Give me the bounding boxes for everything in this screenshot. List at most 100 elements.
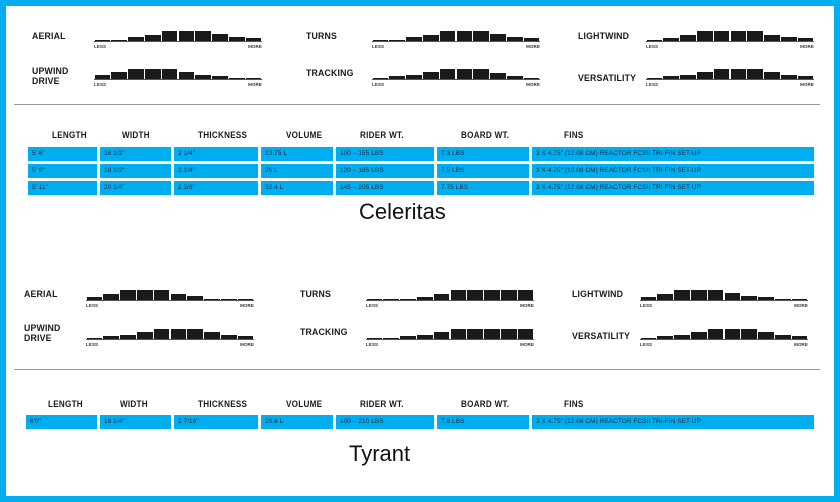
meter-bar [221,334,237,339]
rating-label: AERIAL [32,31,66,42]
meter-baseline [646,41,814,42]
meter-bar [389,39,405,41]
meter-bar [501,289,517,300]
meter-bar [450,328,467,339]
meter-bar [221,298,237,300]
meter-bar [467,328,483,339]
scale-more-label: MORE [526,82,540,87]
meter-bar [103,294,119,300]
rating-label: VERSATILITY [578,73,637,84]
header-width: WIDTH [120,399,148,409]
meter-bar [758,331,774,339]
scale-less-label: LESS [646,82,659,87]
rating-label: TURNS [306,31,338,42]
header-fins: FINS [564,130,584,140]
meter-bar [153,328,170,339]
rating-label: TRACKING [300,327,348,338]
meter-bar [229,77,245,79]
scale-more-label: MORE [794,303,808,308]
meter-baseline [640,339,808,340]
meter-bar [724,328,741,339]
meter-bar [366,337,383,339]
meter-bar [657,294,673,300]
meter-bar [484,328,500,339]
meter-bar [389,76,405,79]
table-cell: 5' 6" [28,147,97,161]
section-divider [14,369,820,370]
rating-label: LIGHTWIND [572,289,624,300]
table-cell: 100 – 155 LBS [336,147,434,161]
meter-bar [791,336,808,339]
rating-meter: LESS MORE [86,277,254,309]
meter-bar [111,71,127,79]
table-cell: 26.6 L [261,415,333,429]
table-cell: 120 – 185 LBS [336,164,434,178]
table-cell: 7.5 LBS [437,164,529,178]
meter-bar [507,76,523,79]
table-cell: 3 X 4.75" (12.08 CM) REACTOR FCSII TRI-F… [532,181,814,195]
meter-bar [517,328,534,339]
table-cell: 23.75 L [261,147,333,161]
meter-bar [439,30,456,41]
meter-bar [145,68,161,79]
meter-bar [212,76,228,79]
rating-meter: LESS MORE [372,18,540,50]
meter-bar [741,328,757,339]
meter-bar [713,30,730,41]
meter-bar [646,39,663,41]
meter-bar [523,38,540,41]
meter-baseline [366,300,534,301]
scale-more-label: MORE [520,342,534,347]
meter-bar [161,68,178,79]
scale-less-label: LESS [94,44,107,49]
meter-bar [523,77,540,79]
meter-bar [467,289,483,300]
meter-bar [456,30,473,41]
meter-bar [697,71,713,79]
meter-bar [433,331,450,339]
meter-bar [366,298,383,300]
meter-bar [86,337,103,339]
meter-bar [111,39,127,41]
meter-bar [400,336,416,339]
meter-bar [484,289,500,300]
scale-less-label: LESS [372,44,385,49]
meter-bar [473,30,489,41]
meter-bar [128,68,144,79]
table-cell: 6'0" [26,415,97,429]
meter-bar [212,33,228,41]
meter-baseline [86,339,254,340]
header-thickness: THICKNESS [198,399,248,409]
header-volume: VOLUME [286,399,323,409]
meter-bar [383,298,399,300]
rating-label: VERSATILITY [572,331,631,342]
meter-bar [439,68,456,79]
meter-bar [517,289,534,300]
rating-label: UPWIND DRIVE [32,66,69,87]
meter-bar [204,331,220,339]
scale-less-label: LESS [366,303,379,308]
meter-baseline [94,79,262,80]
meter-bar [417,334,433,339]
header-board-wt: BOARD WT. [461,130,510,140]
meter-bar [120,334,136,339]
meter-bar [195,30,211,41]
meter-bar [640,297,657,300]
meter-baseline [646,79,814,80]
meter-bar [691,289,707,300]
meter-bar [170,294,187,300]
meter-bar [707,289,724,300]
meter-bar [490,73,506,79]
meter-bar [383,337,399,339]
meter-bar [406,36,422,41]
table-cell: 3 X 4.75" (12.08 CM) REACTOR FCSII TRI-F… [532,415,814,429]
board-name-celeritas: Celeritas [359,199,446,224]
table-cell: 145 – 205 LBS [336,181,434,195]
rating-meter: LESS MORE [366,277,534,309]
table-cell: 18 1/2" [100,147,171,161]
meter-bar [450,289,467,300]
meter-baseline [372,79,540,80]
meter-baseline [86,300,254,301]
scale-more-label: MORE [794,342,808,347]
